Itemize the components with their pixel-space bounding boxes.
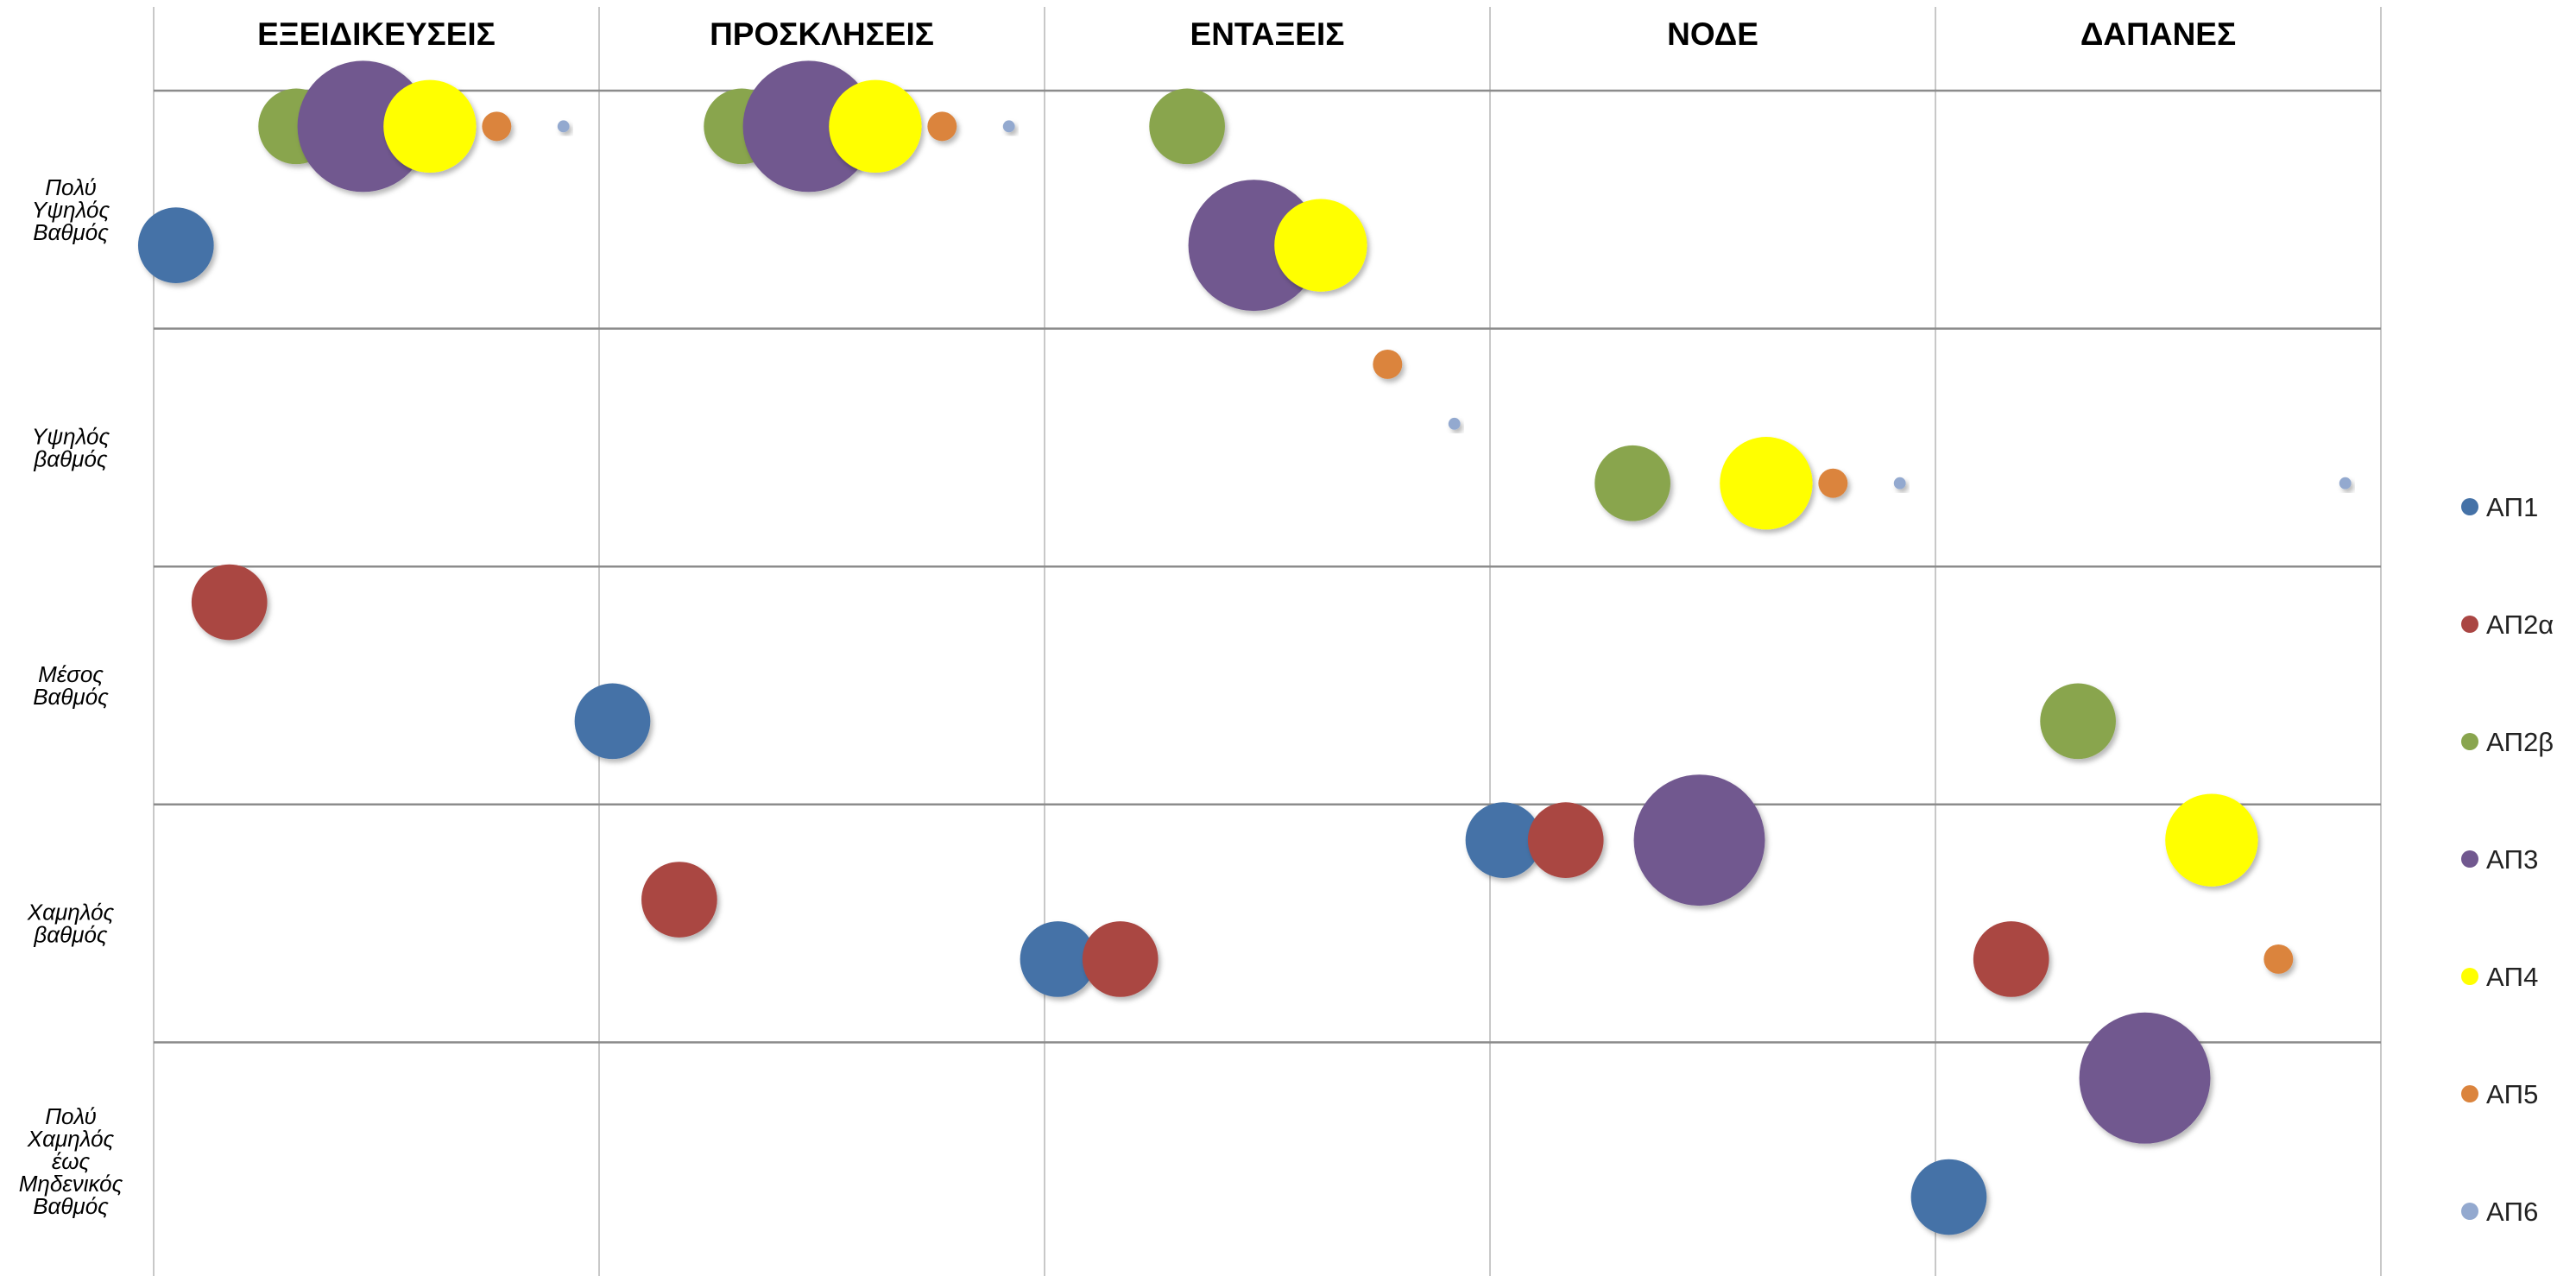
row-label-line: βαθμός	[33, 445, 107, 471]
row-label-line: Μηδενικός	[19, 1171, 123, 1197]
bubble-απ3	[1633, 774, 1765, 906]
column-header: ΕΞΕΙΔΙΚΕΥΣΕΙΣ	[257, 16, 496, 52]
bubble-απ6	[557, 120, 570, 133]
column-header: ΕΝΤΑΞΕΙΣ	[1190, 16, 1345, 52]
bubble-απ3	[297, 60, 429, 193]
bubble-απ5	[2263, 944, 2294, 974]
legend: ΑΠ1 ΑΠ2α ΑΠ2β ΑΠ3 ΑΠ4 ΑΠ5 ΑΠ6	[2461, 492, 2554, 1227]
legend-label-απ4: ΑΠ4	[2486, 962, 2538, 992]
legend-label-απ2α: ΑΠ2α	[2486, 610, 2554, 640]
row-label-line: Χαμηλός	[27, 1126, 115, 1152]
legend-marker-απ6	[2461, 1203, 2478, 1220]
row-label-line: Πολύ	[45, 1103, 97, 1129]
bubble-απ4	[2165, 793, 2258, 887]
row-label-line: Μέσος	[38, 661, 104, 687]
legend-marker-απ5	[2461, 1085, 2478, 1102]
column-header: ΠΡΟΣΚΛΗΣΕΙΣ	[710, 16, 934, 52]
bubble-απ5	[1818, 468, 1848, 498]
column-headers: ΕΞΕΙΔΙΚΕΥΣΕΙΣ ΠΡΟΣΚΛΗΣΕΙΣ ΕΝΤΑΞΕΙΣ ΝΟΔΕ ΔΑΠΑ…	[257, 16, 2236, 52]
legend-label-απ6: ΑΠ6	[2486, 1197, 2538, 1227]
row-labels: ΠολύΥψηλόςΒαθμόςΥψηλόςβαθμόςΜέσοςΒαθμόςΧ…	[19, 174, 123, 1219]
bubble-απ2β	[1149, 88, 1225, 165]
row-label-line: Υψηλός	[32, 423, 110, 449]
grid-lines	[153, 7, 2382, 1276]
legend-label-απ5: ΑΠ5	[2486, 1079, 2538, 1109]
row-label-line: Βαθμός	[33, 219, 109, 245]
bubble-απ1	[1020, 921, 1096, 997]
legend-marker-απ4	[2461, 968, 2478, 985]
bubble-απ4	[383, 79, 477, 174]
bubble-απ4	[1720, 437, 1813, 530]
bubble-απ6	[1893, 477, 1906, 490]
bubble-απ1	[1465, 802, 1542, 878]
legend-label-απ1: ΑΠ1	[2486, 492, 2538, 522]
bubble-απ2α	[191, 564, 268, 641]
bubble-απ4	[829, 79, 922, 174]
legend-marker-απ1	[2461, 498, 2478, 515]
row-label-line: Υψηλός	[32, 197, 110, 223]
legend-label-απ3: ΑΠ3	[2486, 844, 2538, 875]
legend-marker-απ3	[2461, 850, 2478, 868]
bubble-απ2α	[1527, 802, 1604, 878]
bubble-απ5	[927, 111, 957, 142]
bubble-απ3	[1188, 180, 1320, 312]
row-label-line: Χαμηλός	[27, 900, 115, 925]
bubble-απ3	[742, 60, 874, 193]
bubble-marks	[137, 60, 2352, 1235]
bubble-απ2α	[641, 862, 717, 938]
bubble-απ2β	[2040, 683, 2116, 760]
bubble-απ1	[137, 207, 214, 283]
bubble-απ6	[1002, 120, 1015, 133]
row-label-line: Βαθμός	[33, 1193, 109, 1219]
bubble-απ4	[1274, 199, 1367, 292]
row-label-line: Βαθμός	[33, 684, 109, 710]
bubble-απ1	[1910, 1159, 1987, 1235]
bubble-απ2α	[1082, 921, 1159, 997]
legend-marker-απ2α	[2461, 616, 2478, 633]
bubble-απ2α	[1973, 921, 2049, 997]
bubble-απ2β	[1594, 445, 1670, 521]
bubble-απ5	[1373, 349, 1403, 379]
bubble-απ5	[482, 111, 512, 142]
legend-marker-απ2β	[2461, 733, 2478, 750]
column-header: ΝΟΔΕ	[1667, 16, 1758, 52]
legend-label-απ2β: ΑΠ2β	[2486, 727, 2554, 757]
row-label-line: βαθμός	[33, 922, 107, 948]
row-label-line: Πολύ	[45, 174, 97, 200]
bubble-απ3	[2079, 1012, 2211, 1144]
row-label-line: έως	[52, 1148, 91, 1174]
bubble-απ6	[1448, 417, 1461, 430]
column-header: ΔΑΠΑΝΕΣ	[2080, 16, 2236, 52]
bubble-απ6	[2339, 477, 2352, 490]
bubble-απ1	[574, 683, 651, 760]
